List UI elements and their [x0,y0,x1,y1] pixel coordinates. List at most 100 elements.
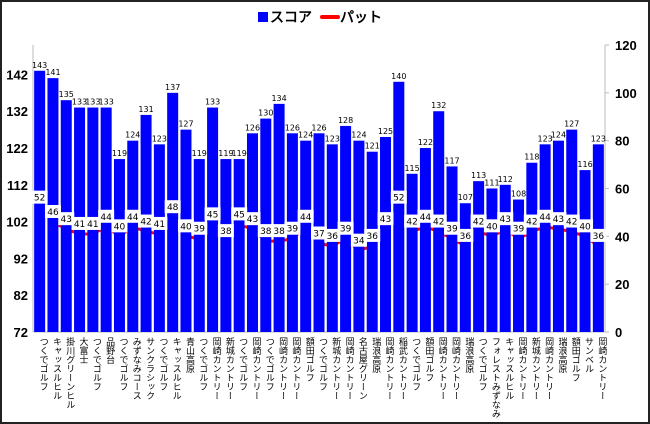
score-data-label: 134 [271,94,286,103]
category-label: 品野台 [104,337,115,365]
left-tick-label: 72 [14,325,28,340]
putt-label-box [44,204,61,218]
score-data-label: 133 [85,98,100,107]
category-label: 岡崎カントリー [290,337,301,400]
putt-data-label: 39 [194,225,206,235]
putt-label-box [563,214,580,228]
score-data-label: 115 [404,164,419,173]
putt-label-box [297,209,314,223]
score-bar [220,159,232,332]
category-label: 掛川グリーンヒル [64,336,75,409]
category-label: 新城カントリー [530,336,541,400]
putt-data-label: 36 [593,232,605,242]
putt-label-box [577,219,594,233]
putt-label-box [217,224,234,238]
score-data-label: 135 [59,90,74,99]
score-data-label: 124 [298,131,313,140]
score-data-label: 126 [311,123,326,132]
score-data-label: 133 [72,98,87,107]
putt-label-box [244,212,261,226]
score-data-label: 123 [152,134,167,143]
score-bar [406,173,418,332]
putt-label-box [324,228,341,242]
putt-data-label: 39 [340,225,352,235]
putt-label-box [31,190,48,204]
score-bar [579,170,591,332]
score-data-label: 118 [524,153,539,162]
score-bar [419,148,431,332]
putt-data-label: 44 [539,213,551,223]
category-label: つくでゴルフ [157,337,168,391]
putt-data-label: 46 [47,208,59,218]
score-bar [393,81,405,333]
putt-label-box [138,214,155,228]
score-data-label: 123 [537,134,552,143]
putt-data-label: 42 [473,218,484,228]
score-data-label: 124 [351,131,366,140]
putt-data-label: 36 [460,232,472,242]
putt-label-box [231,207,248,221]
putt-label-box [84,216,101,230]
putt-label-box [550,212,567,226]
score-data-label: 124 [125,131,140,140]
category-label: 岡崎カントリー [450,337,461,400]
category-label: 岡崎カントリー [437,337,448,400]
score-data-label: 112 [498,175,513,184]
score-data-label: 121 [365,142,380,151]
score-data-label: 119 [192,149,207,158]
category-label: 岡崎カントリー [250,337,261,400]
category-label: 瑞浪高原 [556,336,567,373]
putt-label-box [124,209,141,223]
score-data-label: 119 [218,149,233,158]
score-bar [233,159,245,332]
category-label: 岡崎カントリー [517,337,528,400]
left-tick-label: 82 [14,288,28,303]
score-bar [246,133,258,332]
putt-data-label: 40 [579,222,591,232]
putt-data-label: 44 [420,213,432,223]
category-label: キャッスルヒル [171,337,182,400]
putt-data-label: 44 [100,213,112,223]
legend-score-label: スコア [270,10,312,26]
putt-label-box [377,212,394,226]
putt-data-label: 45 [233,210,244,220]
score-data-label: 127 [564,120,579,129]
score-bar [566,129,578,332]
putt-data-label: 41 [154,220,165,230]
category-label: 額田ゴルフ [570,336,581,382]
right-tick-label: 100 [615,86,637,101]
category-label: サンベル [583,337,594,373]
score-data-label: 124 [551,131,566,140]
putt-data-label: 42 [433,218,444,228]
putt-data-label: 38 [220,227,232,237]
score-data-label: 123 [325,134,340,143]
score-bar [539,144,551,332]
category-label: 岡崎カントリー [596,337,607,400]
score-bar [193,159,205,332]
putt-data-label: 48 [167,203,179,213]
putt-label-box [257,224,274,238]
right-tick-label: 40 [615,229,629,244]
score-data-label: 141 [45,68,60,77]
category-label: つくでゴルフ [197,337,208,391]
category-label: 岡崎カントリー [384,337,395,400]
putt-data-label: 52 [34,194,45,204]
putt-data-label: 45 [207,210,218,220]
putt-data-label: 44 [127,213,139,223]
putt-data-label: 40 [180,222,192,232]
score-bar [526,162,538,332]
putt-data-label: 36 [366,232,378,242]
score-data-label: 127 [178,120,193,129]
score-data-label: 123 [591,134,606,143]
score-data-label: 137 [165,83,180,92]
putt-label-box [590,228,607,242]
score-data-label: 133 [205,98,220,107]
score-data-label: 132 [431,101,446,110]
putt-label-box [191,221,208,235]
putt-label-box [271,224,288,238]
category-label: 額田ゴルフ [304,336,315,382]
score-data-label: 113 [471,171,486,180]
putt-label-box [204,207,221,221]
category-label: 新城カントリー [224,336,235,400]
